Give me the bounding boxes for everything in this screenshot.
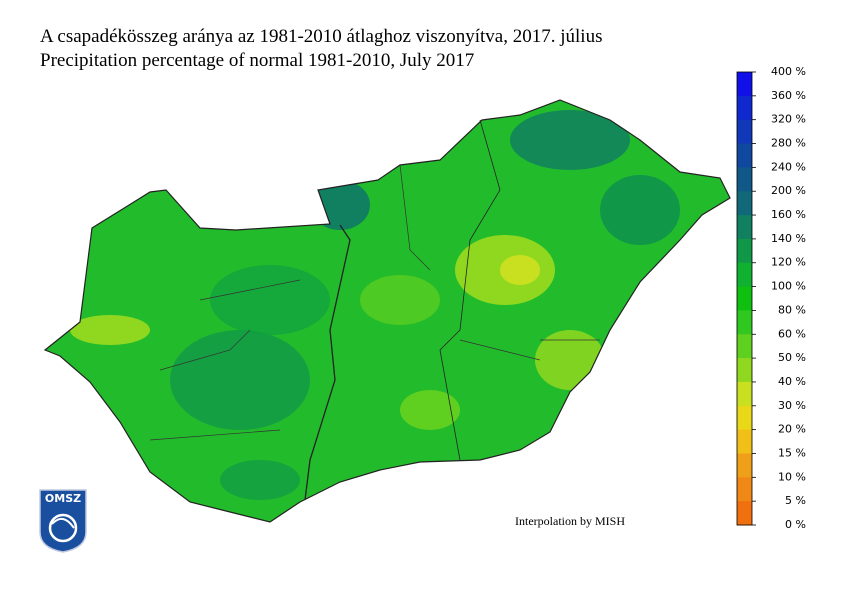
legend-label: 80 % <box>778 303 806 316</box>
legend-swatch <box>737 191 752 216</box>
legend-label: 320 % <box>771 113 806 126</box>
legend-swatch <box>737 381 752 407</box>
legend-label: 50 % <box>778 351 806 364</box>
legend-label: 5 % <box>785 494 806 507</box>
legend-label: 15 % <box>778 446 806 459</box>
legend-swatch <box>737 119 752 145</box>
legend-swatch <box>737 215 752 240</box>
legend-frame <box>736 71 753 526</box>
legend-label: 40 % <box>778 375 806 388</box>
precipitation-map <box>45 100 730 522</box>
legend-label: 200 % <box>771 184 806 197</box>
legend-swatch <box>737 143 752 168</box>
legend-swatch <box>737 429 752 454</box>
title-hu: A csapadékösszeg aránya az 1981-2010 átl… <box>40 26 602 47</box>
legend-swatch <box>737 310 752 335</box>
legend-label: 400 % <box>771 65 806 78</box>
logo-text: OMSZ <box>45 492 81 505</box>
legend-label: 120 % <box>771 256 806 269</box>
legend-label: 0 % <box>785 518 806 531</box>
legend-label: 100 % <box>771 280 806 293</box>
legend-label: 160 % <box>771 208 806 221</box>
legend-swatch <box>737 95 752 121</box>
legend-swatch <box>737 334 752 359</box>
legend-swatch <box>737 286 752 311</box>
legend-label: 140 % <box>771 232 806 245</box>
credit: Interpolation by MISH <box>515 514 625 528</box>
legend-swatch <box>737 477 752 502</box>
legend: 400 % 360 % 320 % 280 % 240 % 200 % 160 % 140 %… <box>736 65 806 531</box>
legend-label: 10 % <box>778 470 806 483</box>
danube <box>304 224 351 501</box>
legend-swatch <box>737 262 752 288</box>
legend-swatch <box>737 72 752 97</box>
legend-swatch <box>737 501 752 526</box>
legend-swatch <box>737 238 752 264</box>
legend-swatch <box>737 167 752 192</box>
title-en: Precipitation percentage of normal 1981-… <box>40 50 474 71</box>
county-borders <box>149 164 600 441</box>
legend-label: 360 % <box>771 89 806 102</box>
legend-swatch <box>737 453 752 478</box>
legend-swatch <box>737 358 752 383</box>
legend-label: 20 % <box>778 423 806 436</box>
legend-label: 30 % <box>778 399 806 412</box>
tisza <box>439 119 501 461</box>
legend-swatch <box>737 405 752 431</box>
legend-label: 60 % <box>778 327 806 340</box>
logo: OMSZ <box>39 489 87 553</box>
legend-label: 240 % <box>771 160 806 173</box>
legend-label: 280 % <box>771 137 806 150</box>
